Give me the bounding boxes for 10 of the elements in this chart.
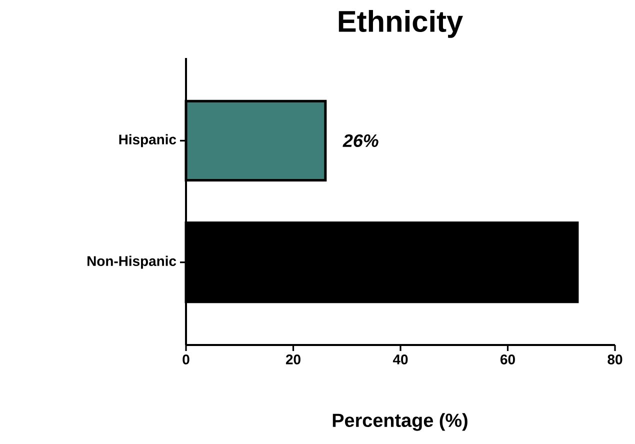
- y-tick-label: Non-Hispanic: [88, 256, 176, 269]
- x-tick-label: 40: [392, 354, 408, 364]
- x-tick-label: 60: [500, 354, 515, 364]
- chart-title: Ethnicity: [338, 10, 463, 38]
- x-tick-label: 0: [182, 354, 190, 364]
- x-tick-label: 20: [286, 354, 300, 364]
- x-tick-label: 80: [608, 354, 622, 364]
- y-tick-label: Hispanic: [119, 134, 176, 148]
- x-axis-title: Percentage (%): [332, 413, 468, 431]
- data-label: 26%: [342, 134, 378, 148]
